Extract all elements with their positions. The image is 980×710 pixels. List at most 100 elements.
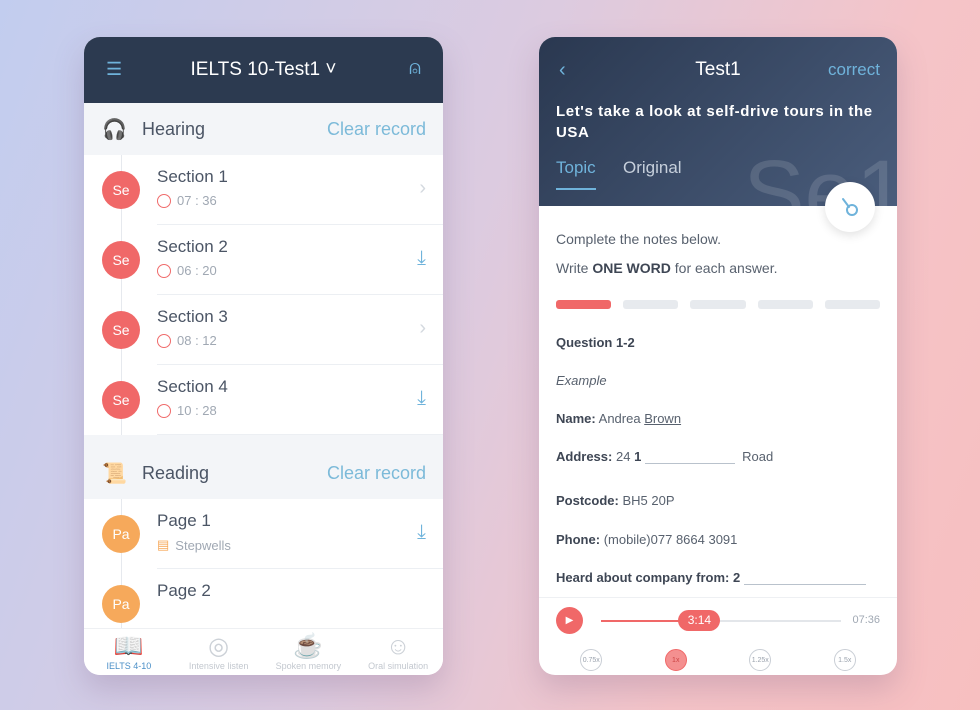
list-item[interactable]: Se Section 3 08 : 12 › bbox=[84, 295, 443, 365]
duration: 10 : 28 bbox=[177, 403, 217, 418]
label: Heard about company from: bbox=[556, 570, 730, 585]
hearing-label: Hearing bbox=[142, 118, 206, 139]
duration: 07 : 36 bbox=[177, 193, 217, 208]
answer: Brown bbox=[644, 411, 682, 426]
item-name: Section 2 bbox=[157, 237, 228, 256]
left-phone: ☰ IELTS 10-Test1 ˅ ⍝ 🎧 Hearing Clear rec… bbox=[84, 37, 443, 675]
cup-icon: ☕ bbox=[293, 633, 324, 660]
clock-icon bbox=[157, 333, 171, 348]
back-icon[interactable]: ‹ bbox=[559, 59, 566, 81]
tab-original[interactable]: Original bbox=[623, 158, 682, 177]
play-button[interactable]: ▶ bbox=[556, 607, 583, 634]
hearing-header: 🎧 Hearing Clear record bbox=[84, 103, 443, 155]
reading-header: 📜 Reading Clear record bbox=[84, 447, 443, 499]
clock-icon bbox=[157, 263, 171, 278]
test-title-dropdown[interactable]: IELTS 10-Test1 ˅ bbox=[190, 59, 337, 80]
postcode-field: Postcode: BH5 20P bbox=[556, 493, 675, 508]
label: Name: bbox=[556, 411, 596, 426]
value: (mobile)077 8664 3091 bbox=[603, 532, 738, 547]
right-phone: Se1 ‹ Test1 correct Let's take a look at… bbox=[539, 37, 897, 675]
tab-label: Intensive listen bbox=[188, 661, 249, 671]
instruction: Complete the notes below. bbox=[556, 231, 721, 247]
speed-button[interactable]: 1.5x bbox=[833, 649, 856, 671]
audio-player: ▶ 3:14 07:36 0.75x 1x 1.25x 1.5x bbox=[539, 597, 897, 675]
list-item[interactable]: Se Section 4 10 : 28 ⤓ bbox=[84, 365, 443, 435]
example-label: Example bbox=[556, 373, 607, 388]
tab-label: Spoken memory bbox=[275, 661, 342, 671]
heading: Let's take a look at self-drive tours in… bbox=[556, 103, 873, 141]
progress-segment[interactable] bbox=[824, 300, 881, 309]
item-name: Section 4 bbox=[157, 377, 228, 396]
tab-intensive-listen[interactable]: ◎ Intensive listen bbox=[174, 629, 264, 675]
tab-oral-simulation[interactable]: ☺ Oral simulation bbox=[353, 629, 443, 675]
reading-label: Reading bbox=[142, 462, 210, 483]
avatar: Se bbox=[102, 381, 140, 419]
item-name: Section 3 bbox=[157, 307, 228, 326]
seek-bar[interactable]: 3:14 bbox=[601, 610, 841, 631]
list-item[interactable]: Pa Page 2 bbox=[84, 569, 443, 639]
list-item[interactable]: Se Section 2 06 : 20 ⤓ bbox=[84, 225, 443, 295]
speaker-icon: ◎ bbox=[208, 633, 230, 660]
phone-field: Phone: (mobile)077 8664 3091 bbox=[556, 532, 737, 547]
instruction: Write ONE WORD for each answer. bbox=[556, 260, 778, 276]
scroll-icon: ▤ bbox=[157, 537, 170, 552]
reading-list: Pa Page 1 ▤ Stepwells ⤓ Pa Page 2 bbox=[84, 499, 443, 639]
duration: 06 : 20 bbox=[177, 263, 217, 278]
progress-segment[interactable] bbox=[623, 300, 679, 309]
clock-icon bbox=[157, 403, 171, 418]
tab-label: IELTS 4-10 bbox=[106, 661, 152, 671]
tab-spoken-memory[interactable]: ☕ Spoken memory bbox=[264, 629, 354, 675]
answer-blank-1[interactable] bbox=[644, 452, 735, 464]
answer-blank-2[interactable] bbox=[743, 573, 866, 585]
value: BH5 20P bbox=[622, 493, 675, 508]
seek-handle[interactable]: 3:14 bbox=[678, 610, 721, 631]
download-icon[interactable]: ⤓ bbox=[417, 247, 426, 269]
speed-button[interactable]: 0.75x bbox=[580, 649, 603, 671]
avatar: Pa bbox=[102, 515, 140, 553]
duration: 08 : 12 bbox=[177, 333, 217, 348]
speed-button[interactable]: 1x bbox=[664, 649, 687, 671]
progress-segment[interactable] bbox=[757, 300, 813, 309]
header: ☰ IELTS 10-Test1 ˅ ⍝ bbox=[84, 37, 443, 103]
avatar: Se bbox=[102, 311, 140, 349]
page-title: Test1 bbox=[695, 59, 741, 80]
avatar: Se bbox=[102, 171, 140, 209]
address-field: Address: 24 1 Road bbox=[556, 449, 773, 464]
clear-record-button[interactable]: Clear record bbox=[326, 462, 426, 483]
correct-button[interactable]: correct bbox=[828, 60, 880, 79]
clock-icon bbox=[157, 193, 171, 208]
section-watermark: Se1 bbox=[743, 142, 897, 206]
list-item[interactable]: Se Section 1 07 : 36 › bbox=[84, 155, 443, 225]
download-icon[interactable]: ⤓ bbox=[417, 387, 426, 409]
headphones-icon: 🎧 bbox=[102, 119, 127, 141]
tool-icon[interactable] bbox=[825, 182, 875, 232]
label: Postcode: bbox=[556, 493, 619, 508]
item-name: Page 1 bbox=[157, 511, 211, 530]
user-icon[interactable]: ⍝ bbox=[409, 57, 421, 79]
header: Se1 ‹ Test1 correct Let's take a look at… bbox=[539, 37, 897, 206]
hearing-list: Se Section 1 07 : 36 › Se Section 2 06 : 20 ⤓ Se… bbox=[84, 155, 443, 435]
question-title: Question 1-2 bbox=[556, 335, 635, 350]
bottom-tab-bar: 📖 IELTS 4-10 ◎ Intensive listen ☕ Spoken me… bbox=[84, 628, 443, 675]
book-icon: 📖 bbox=[113, 633, 144, 660]
person-icon: ☺ bbox=[385, 633, 411, 660]
heard-field: Heard about company from: 2 bbox=[556, 570, 866, 585]
text: for each answer. bbox=[674, 260, 778, 276]
filter-icon[interactable]: ☰ bbox=[106, 59, 123, 79]
tab-topic[interactable]: Topic bbox=[556, 158, 596, 190]
chevron-right-icon[interactable]: › bbox=[419, 177, 426, 199]
label: Phone: bbox=[556, 532, 601, 547]
blank-number: 2 bbox=[732, 570, 741, 585]
list-item[interactable]: Pa Page 1 ▤ Stepwells ⤓ bbox=[84, 499, 443, 569]
item-name: Section 1 bbox=[157, 167, 228, 186]
tab-ielts[interactable]: 📖 IELTS 4-10 bbox=[84, 629, 174, 675]
name-field: Name: Andrea Brown bbox=[556, 411, 681, 426]
tab-label: Oral simulation bbox=[368, 661, 429, 671]
progress-segment[interactable] bbox=[556, 300, 612, 309]
text: Write bbox=[556, 260, 589, 276]
clear-record-button[interactable]: Clear record bbox=[326, 118, 426, 139]
speed-button[interactable]: 1.25x bbox=[749, 649, 772, 671]
download-icon[interactable]: ⤓ bbox=[417, 521, 426, 543]
chevron-right-icon[interactable]: › bbox=[419, 317, 426, 339]
progress-segment[interactable] bbox=[690, 300, 746, 309]
